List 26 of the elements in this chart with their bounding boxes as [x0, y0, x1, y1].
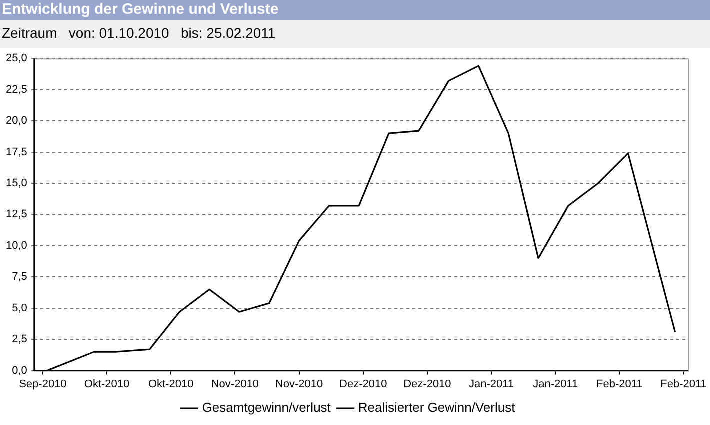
x-tick-label: Nov-2010 [275, 378, 324, 390]
chart-subtitle: Zeitraum von: 01.10.2010 bis: 25.02.2011 [1, 24, 277, 43]
y-tick-label: 7,5 [12, 271, 28, 284]
x-tick-label: Okt-2010 [84, 378, 130, 390]
x-tick-label: Sep-2010 [19, 378, 67, 390]
x-tick-label: Feb-2011 [660, 378, 707, 390]
y-tick-label: 0,0 [12, 364, 28, 377]
legend-label: Gesamtgewinn/verlust [202, 400, 332, 416]
x-tick-label: Nov-2010 [211, 378, 260, 390]
legend-label: Realisierter Gewinn/Verlust [358, 400, 516, 416]
y-tick-label: 22,5 [6, 84, 28, 96]
y-tick-label: 20,0 [6, 115, 28, 128]
y-tick-label: 10,0 [6, 240, 28, 252]
x-tick-label: Dez-2010 [340, 378, 388, 390]
y-tick-label: 5,0 [12, 302, 28, 314]
y-tick-label: 25,0 [6, 52, 28, 65]
y-tick-label: 2,5 [12, 334, 28, 346]
x-tick-label: Jan-2011 [533, 378, 578, 390]
y-tick-label: 12,5 [6, 208, 28, 221]
x-tick-label: Okt-2010 [148, 378, 194, 390]
y-tick-label: 15,0 [6, 178, 28, 190]
y-tick-label: 17,5 [6, 146, 28, 158]
x-tick-label: Feb-2011 [596, 378, 643, 390]
x-tick-label: Dez-2010 [404, 378, 452, 390]
chart-title: Entwicklung der Gewinne und Verluste [0, 0, 710, 20]
x-tick-label: Jan-2011 [468, 378, 514, 390]
